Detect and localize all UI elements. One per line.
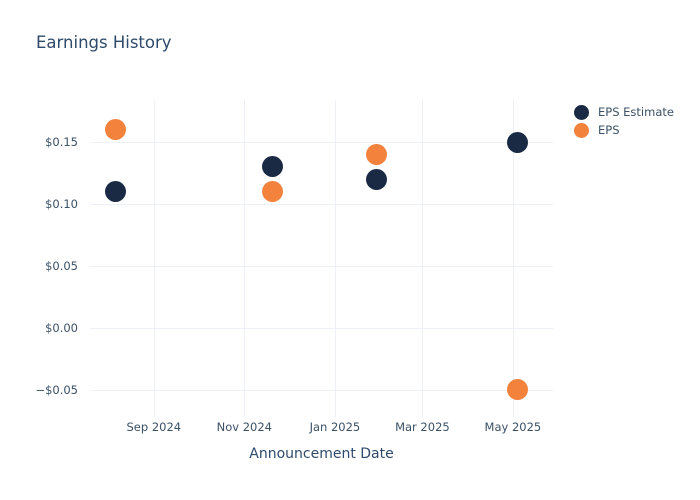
- vertical-gridline: [334, 100, 336, 417]
- legend-marker-circle-icon: [574, 122, 589, 138]
- data-point-eps[interactable]: [365, 144, 387, 165]
- x-axis-title: Announcement Date: [249, 446, 394, 462]
- data-point-eps[interactable]: [262, 181, 283, 203]
- vertical-gridline: [422, 100, 424, 417]
- plot-area: [90, 100, 553, 417]
- horizontal-gridline: [90, 327, 553, 329]
- horizontal-gridline: [90, 204, 553, 205]
- x-tick-label: Jan 2025: [309, 420, 361, 434]
- x-tick-label: Sep 2024: [126, 420, 182, 434]
- horizontal-gridline: [90, 142, 553, 144]
- legend: EPS Estimate EPS: [574, 103, 674, 139]
- data-point-eps-estimate[interactable]: [365, 168, 387, 190]
- data-point-eps[interactable]: [506, 379, 528, 401]
- legend-item-eps-estimate[interactable]: EPS Estimate: [574, 103, 674, 121]
- y-tick-label: $0.05: [45, 258, 78, 273]
- vertical-gridline: [244, 100, 246, 417]
- data-point-eps-estimate[interactable]: [262, 156, 283, 178]
- data-point-eps-estimate[interactable]: [506, 131, 528, 153]
- data-point-eps-estimate[interactable]: [104, 181, 126, 203]
- vertical-gridline: [512, 100, 514, 417]
- legend-marker-circle-icon: [574, 104, 589, 120]
- x-tick-label: Nov 2024: [216, 420, 272, 434]
- vertical-gridline: [153, 100, 155, 417]
- y-tick-label: $0.10: [45, 197, 78, 211]
- y-tick-label: $0.15: [45, 135, 78, 150]
- data-point-eps[interactable]: [104, 119, 126, 141]
- legend-label: EPS: [598, 123, 620, 137]
- chart-title: Earnings History: [36, 33, 172, 52]
- y-tick-label: −$0.05: [35, 382, 78, 397]
- horizontal-gridline: [90, 265, 553, 267]
- legend-item-eps[interactable]: EPS: [574, 121, 674, 139]
- legend-label: EPS Estimate: [598, 105, 674, 119]
- x-tick-label: May 2025: [484, 420, 542, 434]
- x-tick-label: Mar 2025: [395, 420, 450, 434]
- horizontal-gridline: [90, 389, 553, 391]
- y-tick-label: $0.00: [45, 320, 78, 335]
